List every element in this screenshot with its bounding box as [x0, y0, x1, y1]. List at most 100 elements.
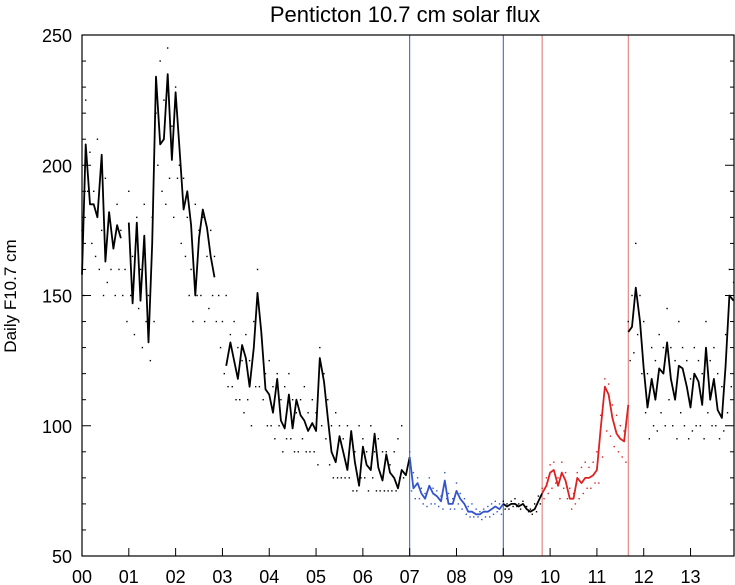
daily-point: [258, 385, 261, 388]
daily-point: [375, 490, 378, 492]
daily-point: [254, 385, 257, 388]
daily-point: [137, 307, 140, 310]
daily-point: [383, 490, 386, 492]
daily-point: [379, 490, 381, 492]
daily-point: [385, 451, 387, 453]
daily-point: [467, 505, 469, 508]
daily-point: [574, 503, 577, 505]
daily-point: [285, 438, 288, 440]
daily-point: [718, 438, 721, 440]
daily-point: [578, 497, 580, 500]
daily-point: [646, 372, 649, 375]
daily-point: [131, 255, 134, 258]
daily-point: [178, 164, 181, 166]
daily-point: [371, 477, 374, 479]
daily-point: [496, 511, 498, 513]
daily-point: [416, 477, 419, 479]
daily-point: [93, 190, 95, 192]
daily-point: [621, 456, 623, 458]
daily-point: [674, 359, 676, 362]
daily-point: [239, 399, 241, 401]
daily-point: [225, 294, 227, 297]
daily-point: [211, 294, 214, 297]
daily-point: [229, 333, 232, 336]
daily-point: [91, 242, 93, 245]
daily-point: [305, 451, 307, 453]
daily-point: [336, 477, 339, 479]
daily-point: [221, 320, 224, 323]
y-tick-label: 200: [42, 156, 72, 176]
daily-point: [543, 497, 545, 500]
daily-point: [631, 294, 633, 297]
daily-point: [566, 497, 569, 500]
daily-point: [644, 412, 647, 414]
daily-point: [576, 471, 578, 474]
daily-point: [730, 385, 732, 388]
daily-point: [662, 346, 665, 349]
daily-point: [430, 503, 432, 505]
daily-point: [623, 430, 625, 432]
daily-point: [168, 177, 171, 179]
daily-point: [555, 482, 557, 484]
daily-point: [408, 451, 411, 453]
daily-point: [377, 438, 380, 440]
daily-point: [598, 482, 600, 484]
daily-point: [668, 399, 670, 401]
daily-point: [453, 508, 456, 510]
daily-point: [317, 464, 319, 466]
daily-point: [514, 497, 516, 500]
daily-point: [715, 425, 717, 427]
daily-point: [223, 372, 226, 375]
daily-point: [606, 430, 608, 432]
daily-point: [444, 471, 446, 474]
daily-point: [629, 359, 631, 362]
daily-point: [94, 255, 97, 258]
series-line-3: [541, 385, 630, 500]
daily-point: [617, 451, 620, 453]
x-tick-label: 09: [493, 567, 513, 585]
daily-point: [325, 438, 327, 440]
daily-point: [502, 500, 504, 502]
daily-point: [245, 333, 247, 336]
daily-point: [611, 404, 614, 406]
daily-point: [319, 346, 321, 349]
daily-point: [143, 203, 145, 206]
daily-point: [128, 190, 130, 192]
daily-point: [266, 425, 269, 427]
daily-point: [434, 503, 436, 505]
daily-point: [490, 503, 493, 505]
daily-point: [650, 346, 653, 349]
daily-point: [527, 511, 530, 513]
daily-point: [233, 320, 235, 323]
daily-point: [338, 425, 341, 427]
daily-point: [713, 346, 715, 349]
daily-point: [420, 487, 423, 489]
daily-point: [276, 372, 278, 375]
daily-point: [247, 399, 249, 401]
vertical-markers: [409, 35, 629, 556]
daily-point: [604, 378, 606, 380]
daily-point: [159, 60, 161, 62]
daily-point: [235, 399, 237, 401]
daily-point: [561, 461, 563, 463]
daily-point: [227, 385, 229, 388]
daily-point: [139, 268, 142, 271]
x-tick-label: 04: [259, 567, 279, 585]
daily-point: [100, 229, 103, 232]
daily-point: [619, 425, 622, 427]
daily-point: [539, 503, 541, 505]
daily-point: [365, 451, 368, 453]
daily-point: [180, 242, 182, 245]
series-line-4: [627, 286, 735, 419]
daily-point: [627, 320, 629, 323]
daily-point: [85, 99, 87, 101]
daily-point: [572, 492, 575, 495]
daily-point: [335, 412, 337, 414]
daily-point: [217, 294, 220, 297]
chart-title: Penticton 10.7 cm solar flux: [270, 2, 540, 27]
daily-point: [703, 438, 705, 440]
daily-point: [601, 456, 604, 458]
daily-point: [686, 359, 688, 362]
daily-point: [445, 497, 448, 500]
daily-point: [569, 487, 571, 489]
